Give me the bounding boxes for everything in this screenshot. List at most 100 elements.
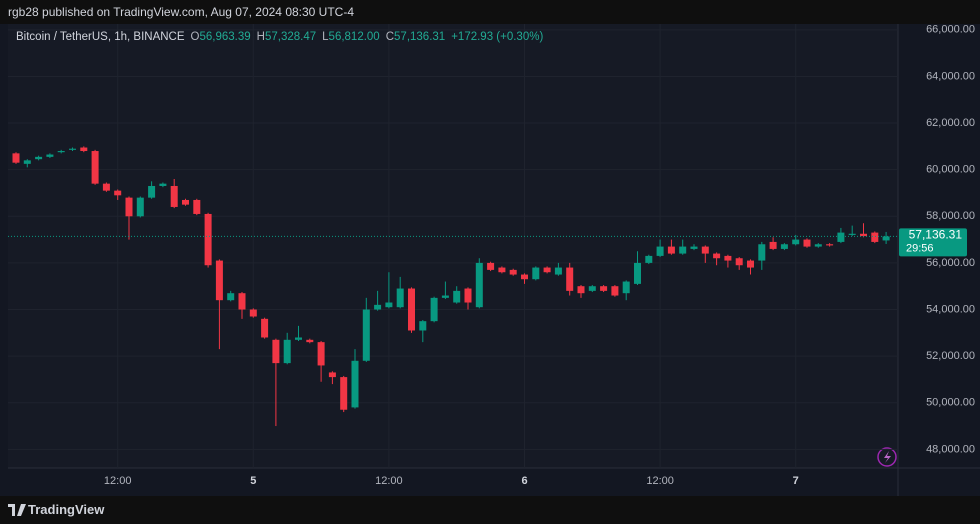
candle-body: [487, 262, 495, 270]
candle-body: [430, 297, 438, 322]
y-tick-label: 48,000.00: [926, 443, 975, 455]
candle-body: [283, 339, 291, 364]
candle-body: [882, 236, 890, 241]
footer: TradingView: [0, 496, 980, 524]
symbol-legend: Bitcoin / TetherUS, 1h, BINANCE O56,963.…: [16, 31, 543, 43]
candle-body: [23, 160, 31, 164]
countdown: 29:56: [906, 242, 934, 254]
key: C: [385, 31, 395, 43]
candle-body: [577, 286, 585, 294]
y-tick-label: 62,000.00: [926, 117, 975, 129]
candle-body: [769, 241, 777, 249]
candle-body: [351, 360, 359, 408]
candle-body: [136, 197, 144, 217]
candle-body: [611, 286, 619, 296]
candle-body: [125, 197, 133, 217]
candle-body: [871, 232, 879, 242]
candle-body: [249, 309, 257, 317]
candle-body: [509, 269, 517, 275]
ohlc-close: C57,136.31: [386, 31, 445, 43]
publisher: rgb28 published on TradingView.com, Aug …: [8, 5, 355, 19]
candle-body: [419, 321, 427, 331]
candle-body: [566, 267, 574, 291]
candle-body: [498, 267, 506, 273]
publish-bar: rgb28 published on TradingView.com, Aug …: [0, 0, 980, 24]
logo-shape: [8, 504, 26, 516]
last-price-label: 57,136.31: [909, 228, 963, 242]
candle-body: [306, 339, 314, 343]
candle-body: [634, 262, 641, 284]
candle-body: [408, 288, 415, 331]
value: 56,812.00: [328, 31, 380, 43]
change: +172.93 (+0.30%): [451, 31, 544, 43]
candle-body: [453, 290, 461, 303]
lightning-icon[interactable]: [877, 447, 897, 467]
candle-body: [317, 342, 325, 366]
grid: [8, 24, 898, 468]
y-tick-label: 50,000.00: [926, 397, 975, 409]
key: H: [256, 31, 265, 43]
x-tick-label: 5: [250, 475, 256, 487]
candle-body: [385, 302, 393, 308]
candle-body: [238, 293, 246, 310]
candle-body: [170, 185, 178, 207]
candle-body: [475, 262, 483, 308]
candle-body: [622, 281, 630, 294]
candle-body: [600, 286, 608, 291]
candle-body: [464, 288, 472, 303]
y-tick-label: 60,000.00: [926, 164, 975, 176]
y-tick-label: 64,000.00: [926, 70, 975, 82]
candle-body: [826, 244, 834, 246]
candle-body: [814, 244, 822, 247]
ohlc-low: L56,812.00: [322, 31, 380, 43]
x-tick-label: 12:00: [104, 475, 132, 487]
candle-body: [91, 151, 99, 184]
candle-body: [543, 267, 551, 273]
ohlc-high: H57,328.47: [257, 31, 316, 43]
candle-body: [837, 232, 845, 242]
candle-body: [554, 267, 562, 275]
candle-body: [374, 304, 382, 310]
candle-body: [148, 185, 156, 198]
x-tick-label: 12:00: [646, 475, 674, 487]
candle-body: [114, 190, 122, 196]
candle-body: [532, 267, 540, 280]
value: 57,136.31: [394, 31, 446, 43]
candle-body: [860, 233, 867, 237]
candle-body: [12, 153, 20, 163]
candle-body: [182, 199, 189, 205]
chart: 48,000.00 50,000.00 52,000.00 54,000.00 56,0…: [0, 24, 980, 496]
candle-body: [747, 260, 754, 268]
candle-body: [57, 151, 65, 153]
candle-body: [159, 183, 167, 186]
plot-area: [8, 24, 898, 468]
y-tick-label: 56,000.00: [926, 257, 975, 269]
candle-body: [46, 154, 54, 157]
icon-bolt: [884, 451, 891, 463]
candle-body: [735, 258, 743, 266]
candle-body: [848, 233, 856, 235]
candle-body: [328, 372, 336, 378]
candle-body: [701, 246, 709, 254]
candle-body: [645, 255, 653, 263]
x-tick-label: 7: [793, 475, 799, 487]
candle-body: [396, 288, 404, 308]
candle-body: [588, 286, 596, 291]
brand-logo: [8, 504, 26, 516]
key: O: [190, 31, 200, 43]
candle-body: [803, 239, 811, 247]
candle-body: [758, 244, 766, 261]
value: 57,328.47: [264, 31, 317, 43]
y-tick-label: 58,000.00: [926, 210, 975, 222]
y-tick-label: 52,000.00: [926, 350, 975, 362]
key: L: [322, 31, 329, 43]
symbol: Bitcoin / TetherUS, 1h, BINANCE: [16, 31, 185, 43]
brand: TradingView: [28, 502, 105, 517]
candle-body: [667, 246, 675, 254]
candle-body: [204, 213, 212, 266]
candle-body: [69, 148, 76, 150]
candle-body: [713, 253, 721, 259]
y-tick-label: 66,000.00: [926, 24, 975, 36]
candle-body: [521, 274, 528, 280]
icon-ring: [877, 447, 897, 467]
